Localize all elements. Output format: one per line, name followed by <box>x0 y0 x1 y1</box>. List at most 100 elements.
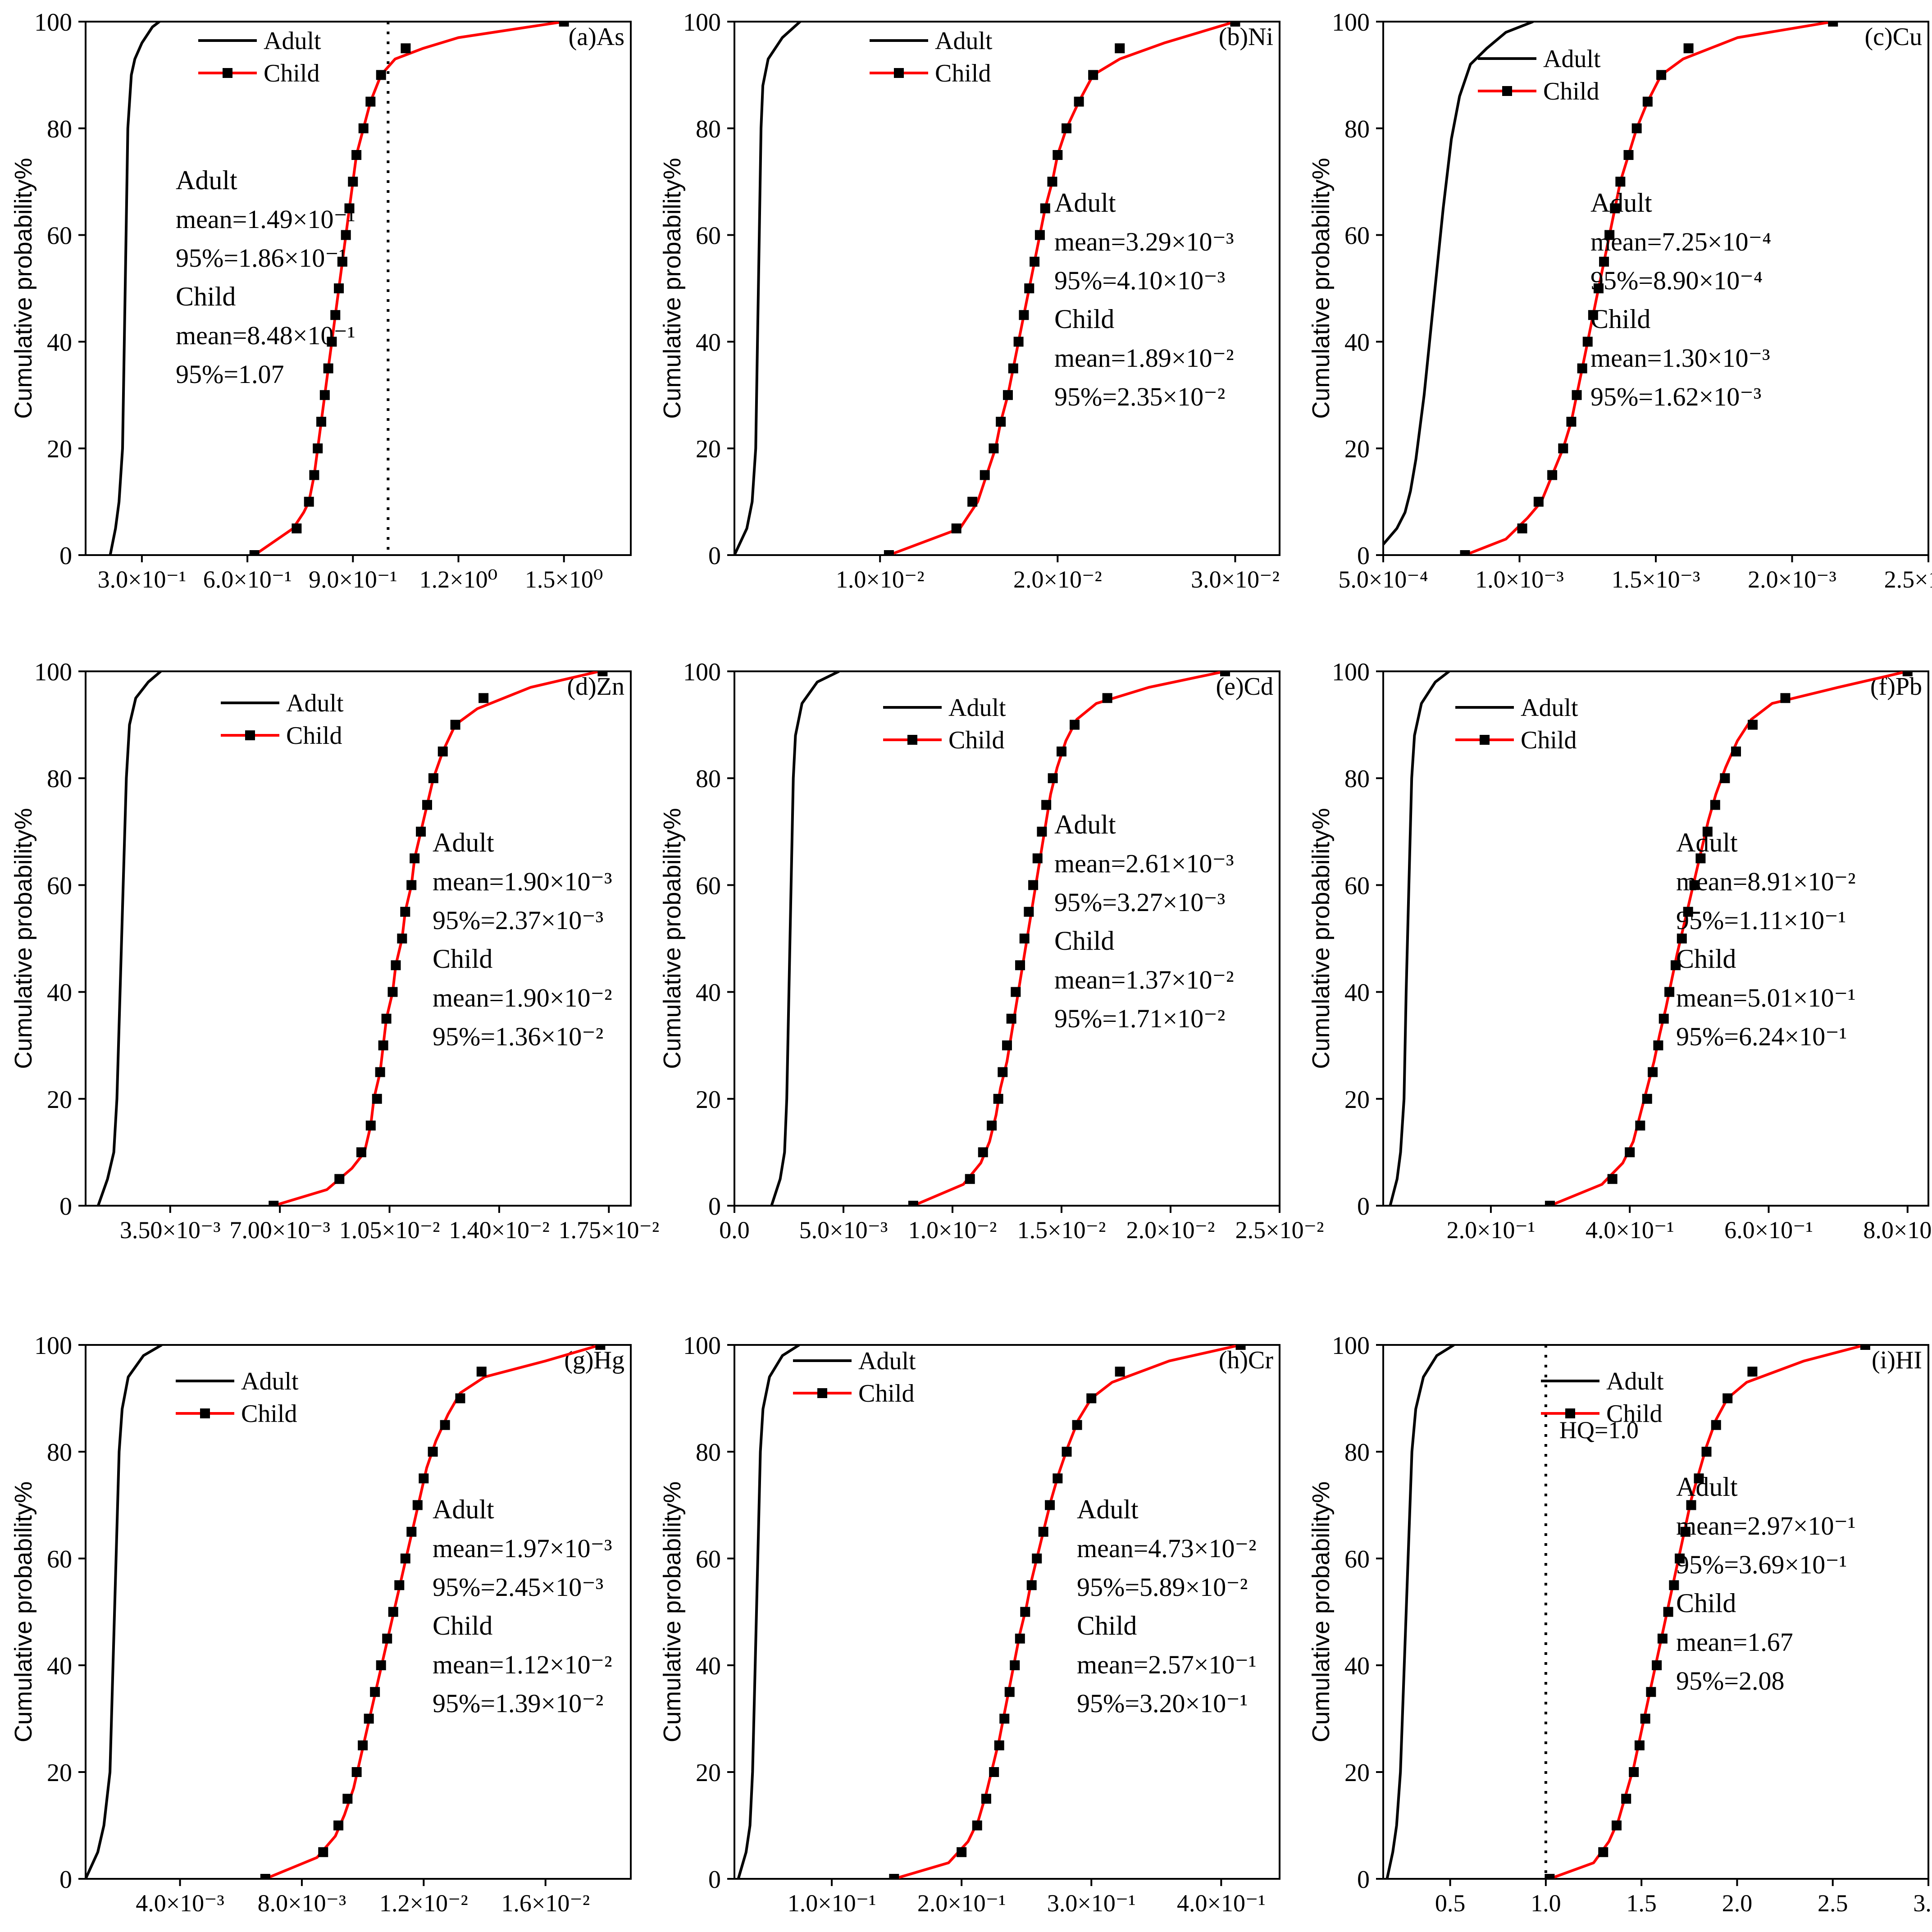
legend-child-label: Child <box>1521 726 1577 754</box>
child-marker <box>1625 1147 1635 1157</box>
child-marker <box>400 1554 410 1563</box>
x-tick-label: 3.0×10⁻¹ <box>98 566 187 593</box>
legend-child-label: Child <box>935 59 991 87</box>
child-marker <box>381 1013 392 1024</box>
plot-frame <box>734 21 1280 556</box>
y-tick-label: 60 <box>1344 1545 1370 1573</box>
reference-line-label: HQ=1.0 <box>1559 1417 1639 1444</box>
stats-group-label: Adult <box>1676 1472 1738 1502</box>
y-tick-label: 20 <box>696 1759 721 1787</box>
child-marker <box>358 1740 368 1750</box>
plot-area <box>96 671 608 1206</box>
child-marker <box>309 470 319 480</box>
stats-group-label: Child <box>433 1611 492 1640</box>
child-marker <box>1683 43 1694 54</box>
y-tick-label: 80 <box>47 765 72 793</box>
child-marker <box>1680 1526 1690 1537</box>
child-marker <box>1040 203 1050 214</box>
plot-area <box>770 671 1230 1206</box>
x-tick-label: 1.0×10⁻¹ <box>788 1890 876 1917</box>
x-tick-label: 8.0×10⁻³ <box>258 1890 346 1917</box>
y-tick-label: 20 <box>1344 435 1370 463</box>
child-marker <box>269 1201 279 1206</box>
child-marker <box>1731 746 1741 756</box>
chart-panel-7: 0 20 40 60 80 100 Cumulative probability% 4.0×1… <box>10 1332 632 1917</box>
child-marker <box>1517 523 1527 533</box>
stats-group-label: Child <box>1590 304 1650 334</box>
child-marker <box>1631 123 1642 133</box>
y-axis-label: Cumulative probability% <box>10 1481 37 1742</box>
y-tick-label: 20 <box>696 435 721 463</box>
x-tick-label: 4.0×10⁻³ <box>136 1890 224 1917</box>
y-axis-label: Cumulative probability% <box>659 158 686 419</box>
child-marker <box>1780 693 1791 703</box>
y-tick-label: 0 <box>1357 542 1370 570</box>
child-marker <box>1711 1420 1721 1430</box>
x-tick-label: 1.40×10⁻² <box>449 1217 550 1244</box>
y-tick-label: 0 <box>59 1866 72 1894</box>
adult-line <box>109 22 160 555</box>
stats-block: Adult mean=1.49×10⁻¹ 95%=1.86×10⁻¹ Child mea… <box>176 165 355 389</box>
child-marker <box>1053 150 1063 160</box>
legend: Adult Child <box>883 694 1006 754</box>
child-marker <box>1062 1447 1072 1457</box>
child-marker <box>1558 443 1568 454</box>
child-marker <box>1677 934 1687 943</box>
child-marker <box>1653 1040 1663 1051</box>
y-axis-label: Cumulative probability% <box>659 1481 686 1742</box>
child-marker <box>1002 390 1013 400</box>
child-marker <box>967 497 978 507</box>
x-tick-label: 4.0×10⁻¹ <box>1586 1217 1674 1244</box>
panel-label: (c)Cu <box>1864 23 1922 51</box>
stats-mean: mean=1.67 <box>1676 1627 1793 1657</box>
x-tick-label: 1.0×10⁻² <box>836 566 925 593</box>
legend-child-marker <box>200 1408 210 1418</box>
y-axis-label: Cumulative probability% <box>10 158 37 419</box>
child-marker <box>1615 177 1626 187</box>
stats-95th: 95%=2.08 <box>1676 1666 1785 1695</box>
legend-adult-label: Adult <box>1543 45 1601 73</box>
x-tick-label: 1.2×10⁻² <box>379 1890 468 1917</box>
stats-95th: 95%=3.20×10⁻¹ <box>1077 1689 1248 1718</box>
legend-adult-label: Adult <box>1521 694 1578 722</box>
child-marker <box>1577 363 1587 374</box>
child-marker <box>388 1607 398 1617</box>
y-tick-label: 20 <box>47 1086 72 1114</box>
child-marker <box>1460 550 1470 555</box>
y-axis-label: Cumulative probability% <box>1308 158 1335 419</box>
stats-mean: mean=1.30×10⁻³ <box>1590 343 1770 373</box>
child-marker <box>370 1687 380 1697</box>
y-tick-label: 80 <box>47 1439 72 1467</box>
child-marker <box>318 1847 328 1857</box>
y-tick-label: 60 <box>1344 222 1370 250</box>
y-tick-label: 100 <box>34 9 72 36</box>
chart-panel-8: 0 20 40 60 80 100 Cumulative probability% 1.0×1… <box>659 1332 1280 1917</box>
x-tick-label: 5.0×10⁻⁴ <box>1338 566 1428 593</box>
child-marker <box>249 550 260 555</box>
child-marker <box>1032 1554 1042 1563</box>
child-marker <box>410 853 420 864</box>
y-tick-label: 80 <box>1344 765 1370 793</box>
adult-line <box>737 1345 800 1879</box>
child-marker <box>1048 773 1058 784</box>
child-marker <box>342 1794 353 1804</box>
child-marker <box>965 1174 975 1184</box>
child-marker <box>1610 203 1620 214</box>
child-marker <box>378 1040 388 1051</box>
y-tick-label: 60 <box>696 1545 721 1573</box>
plot-area <box>734 22 1240 555</box>
child-marker <box>1623 150 1634 160</box>
child-marker <box>1694 1473 1704 1484</box>
child-marker <box>316 417 327 427</box>
child-marker <box>1747 1367 1758 1377</box>
child-marker <box>376 70 386 80</box>
child-marker <box>1015 960 1025 971</box>
legend-child-marker <box>1480 735 1490 745</box>
y-tick-label: 40 <box>1344 328 1370 356</box>
stats-block: Adult mean=1.90×10⁻³ 95%=2.37×10⁻³ Child mea… <box>433 828 612 1051</box>
stats-mean: mean=2.57×10⁻¹ <box>1077 1650 1257 1679</box>
child-marker <box>1675 1554 1685 1563</box>
y-tick-label: 0 <box>708 1193 721 1221</box>
y-axis-label: Cumulative probability% <box>1308 1481 1335 1742</box>
child-line <box>893 1345 1241 1879</box>
